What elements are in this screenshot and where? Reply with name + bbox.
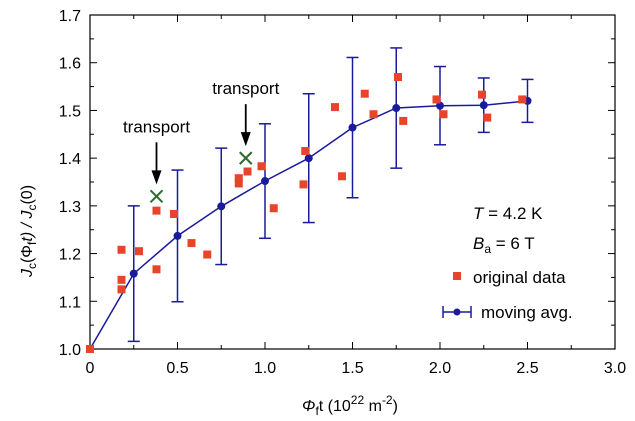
y-title-f-sub: f [25,241,39,245]
x-tick-label: 2.0 [429,360,451,377]
transport-annotation-label: transport [212,79,279,98]
annotations: transport transport [123,79,280,185]
original-data-point [187,239,196,248]
moving-avg-point [261,177,269,186]
original-data-point [301,146,310,155]
x-tick-label: 3.0 [604,360,626,377]
legend-moving-label: moving avg. [481,303,573,322]
moving-avg-point [173,231,182,240]
y-title-t: t) / [19,219,36,242]
x-title-f-sub: f [315,404,319,418]
annotation-arrow-head [240,132,251,147]
x-title-sup: 22 [351,393,365,407]
y-tick-label: 1.7 [59,8,81,25]
original-data-point [117,245,126,254]
moving-avg-point [436,101,444,110]
moving-avg-point [217,202,226,211]
y-tick-label: 1.2 [59,247,81,264]
y-title-j2: J [19,210,36,220]
transport-annotation-label: transport [123,117,190,136]
y-axis-title: Jc(Φft) / Jc(0) [19,185,39,278]
moving-avg-point [392,104,401,113]
x-title-end: m [364,398,382,415]
original-data-point [478,90,486,99]
legend-moving-swatch [442,306,472,318]
original-data-point [117,275,126,284]
annotation-arrow-head [151,170,162,185]
original-data-point [518,95,527,104]
transport-marker [149,189,164,204]
original-data-point [234,179,243,188]
original-data-point [399,116,408,125]
x-title-sup2: -2 [382,393,393,407]
x-tick-label: 2.5 [516,360,538,377]
original-data-point [360,89,369,98]
original-data-point [369,110,378,119]
y-title-zero: (0) [19,185,36,205]
original-data-point [170,209,178,218]
y-title-phi: (Φ [19,245,36,263]
original-data-point [234,174,243,183]
y-title-c2-sub: c [25,205,39,211]
original-data-point [394,73,402,82]
original-data-point [152,206,161,215]
x-tick-label: 0.5 [166,360,188,377]
data-points [86,73,527,353]
y-title-j: J [19,268,36,278]
x-tick-label: 1.0 [254,360,276,377]
y-tick-label: 1.1 [59,294,81,311]
original-data-point [299,180,308,189]
x-tick-label: 0 [86,360,95,377]
moving-avg-point [304,154,313,163]
moving-avg-point [479,101,488,110]
temperature-label: T = 4.2 K [473,204,543,223]
moving-avg-point [129,269,138,278]
x-axis-title: Φft (1022 m-2) [302,393,398,418]
original-data-point [152,265,161,274]
y-title-c-sub: c [25,263,39,269]
x-title-close: ) [393,398,398,415]
transport-marker [239,151,253,165]
y-tick-label: 1.0 [59,342,81,359]
x-tick-label: 1.5 [341,360,363,377]
axis-ticks: 0 0.5 1.0 1.5 2.0 2.5 3.0 1.0 1.1 1.2 1.3 1.4 1.5 1.6… [59,8,626,377]
x-title-phi: Φ [302,398,315,415]
original-data-point [432,95,441,104]
original-data-point [331,103,339,112]
original-data-point [86,345,94,353]
original-data-point [243,167,252,176]
y-tick-label: 1.5 [59,103,81,120]
original-data-point [257,162,266,171]
original-data-point [483,113,492,122]
original-data-point [203,250,212,259]
original-data-point [269,204,278,213]
x-title-mid: t (10 [319,398,351,415]
original-data-point [338,172,346,181]
original-data-point [117,285,126,294]
y-tick-label: 1.6 [59,56,81,73]
legend-original-swatch [453,272,461,280]
moving-avg-point [348,123,357,132]
original-data-point [135,247,143,256]
legend-original-label: original data [473,268,566,287]
y-tick-label: 1.3 [59,199,81,216]
field-label: Ba = 6 T [473,234,535,256]
y-tick-label: 1.4 [59,151,81,168]
original-data-point [439,110,448,119]
legend: original data moving avg. [442,268,573,322]
